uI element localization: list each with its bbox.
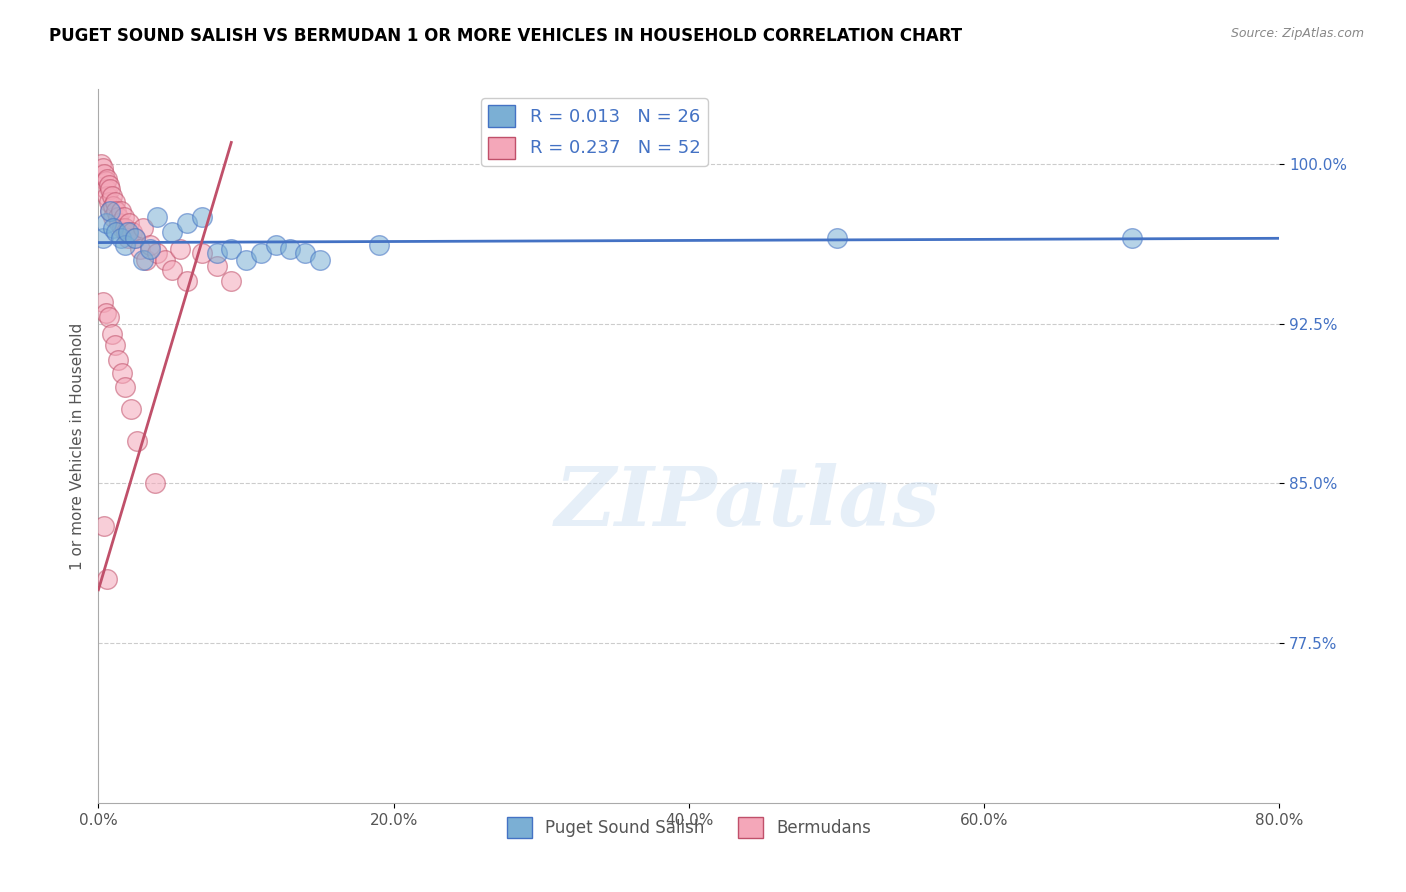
Point (169, 242, 191, 256)
Point (114, 380, 136, 394)
Point (191, 246, 214, 260)
Point (97, 195, 120, 210)
Point (264, 237, 287, 252)
Point (118, 216, 141, 230)
Point (97, 178, 120, 192)
Point (103, 199, 125, 213)
Point (112, 210, 135, 224)
Point (97, 310, 120, 325)
Point (105, 203, 128, 218)
Point (125, 434, 148, 448)
Point (825, 231, 848, 245)
Point (146, 246, 169, 260)
Point (132, 252, 155, 267)
Point (94, 306, 117, 320)
Point (128, 242, 150, 256)
Point (91, 231, 114, 245)
Point (368, 237, 391, 252)
Point (105, 225, 128, 239)
Point (280, 242, 302, 256)
Legend: Puget Sound Salish, Bermudans: Puget Sound Salish, Bermudans (501, 811, 877, 845)
Point (309, 252, 332, 267)
Point (111, 220, 134, 235)
Point (294, 246, 316, 260)
Point (120, 401, 142, 416)
Point (143, 476, 166, 491)
Point (94, 182, 117, 196)
Point (107, 210, 129, 224)
Point (146, 210, 169, 224)
Point (100, 188, 122, 202)
Point (1121, 231, 1143, 245)
Point (124, 231, 146, 245)
Point (176, 216, 198, 230)
Point (176, 274, 198, 288)
Point (98, 203, 121, 218)
Point (221, 274, 243, 288)
Point (94, 216, 117, 230)
Point (139, 242, 162, 256)
Point (235, 252, 257, 267)
Point (103, 220, 125, 235)
Point (121, 225, 143, 239)
Point (153, 252, 176, 267)
Point (114, 220, 136, 235)
Point (96, 188, 118, 202)
Point (96, 171, 118, 186)
Point (162, 263, 183, 277)
Point (108, 216, 131, 230)
Y-axis label: 1 or more Vehicles in Household: 1 or more Vehicles in Household (69, 322, 84, 570)
Point (93, 168, 115, 182)
Point (221, 242, 243, 256)
Point (103, 210, 125, 224)
Point (117, 231, 139, 245)
Point (191, 210, 214, 224)
Point (250, 246, 273, 260)
Point (96, 572, 118, 586)
Point (93, 519, 115, 533)
Point (104, 195, 127, 210)
Point (98, 182, 121, 196)
Point (132, 220, 155, 235)
Point (111, 366, 134, 380)
Point (94, 174, 117, 188)
Point (139, 237, 162, 252)
Point (162, 225, 183, 239)
Text: PUGET SOUND SALISH VS BERMUDAN 1 OR MORE VEHICLES IN HOUSEHOLD CORRELATION CHART: PUGET SOUND SALISH VS BERMUDAN 1 OR MORE… (49, 27, 962, 45)
Point (205, 259, 228, 273)
Point (100, 327, 122, 342)
Text: Source: ZipAtlas.com: Source: ZipAtlas.com (1230, 27, 1364, 40)
Point (205, 246, 228, 260)
Text: ZIPatlas: ZIPatlas (555, 463, 941, 543)
Point (91, 295, 114, 310)
Point (110, 203, 132, 218)
Point (117, 225, 139, 239)
Point (91, 161, 114, 175)
Point (114, 237, 136, 252)
Point (124, 231, 146, 245)
Point (98, 203, 121, 218)
Point (115, 225, 138, 239)
Point (104, 338, 127, 352)
Point (135, 252, 157, 267)
Point (110, 231, 132, 245)
Point (90, 157, 112, 171)
Point (107, 352, 129, 367)
